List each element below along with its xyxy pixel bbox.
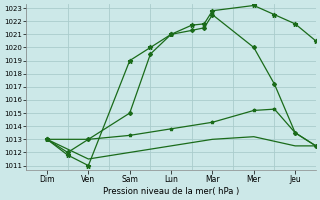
X-axis label: Pression niveau de la mer( hPa ): Pression niveau de la mer( hPa ) (103, 187, 239, 196)
